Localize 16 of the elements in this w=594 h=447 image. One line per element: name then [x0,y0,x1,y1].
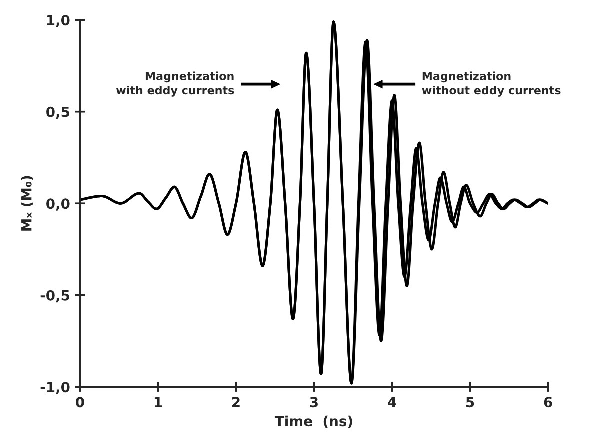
y-tick-label: -0,5 [40,290,70,303]
y-tick-label: 0,0 [46,198,70,211]
y-tick-label: 0,5 [46,106,70,120]
x-tick-label: 0 [76,397,84,408]
x-tick-label: 5 [466,397,474,408]
y-tick-label: 1,0 [47,15,70,28]
x-tick-label: 4 [388,397,396,408]
y-axis-title: Mₓ (M₀) [21,176,34,231]
x-tick-label: 1 [154,397,162,408]
y-tick-label: -1,0 [40,382,70,394]
x-tick-label: 6 [544,397,552,408]
x-tick-label: 2 [232,397,240,408]
annotation: Magnetization without eddy currents [422,72,561,97]
x-axis-title: Time (ns) [274,416,352,428]
annotation: Magnetization with eddy currents [116,72,234,97]
x-tick-label: 3 [310,397,318,408]
